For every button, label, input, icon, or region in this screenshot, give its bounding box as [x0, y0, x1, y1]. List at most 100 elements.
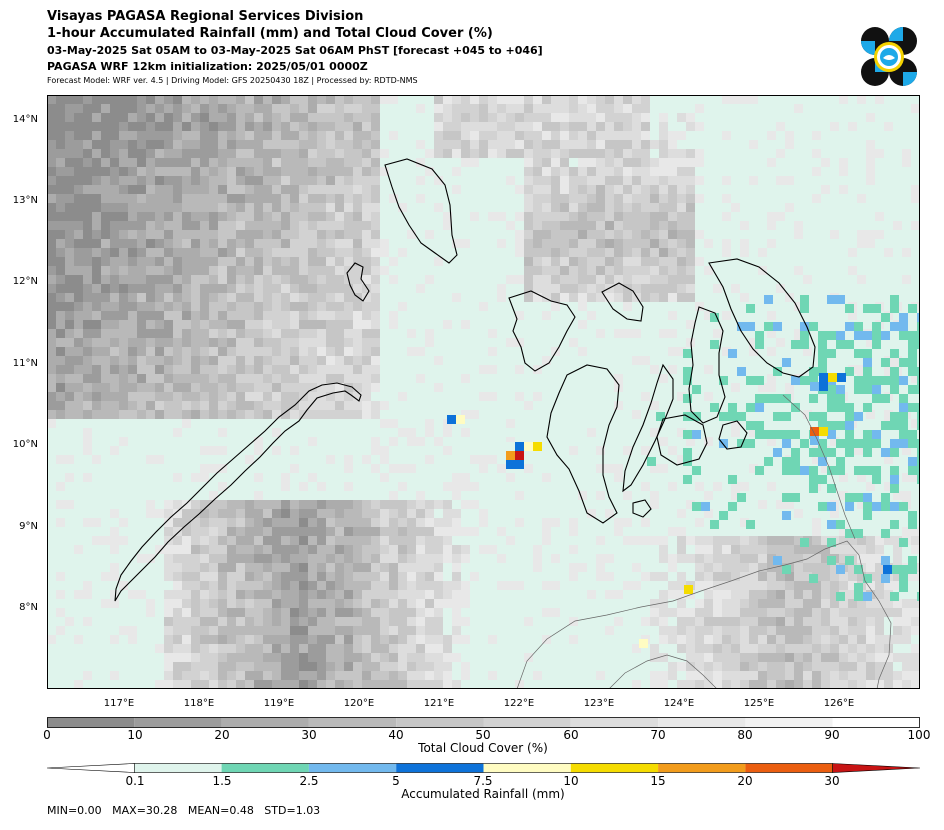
rain-tick-label: 7.5 — [473, 774, 493, 788]
cloud-cell — [623, 158, 632, 167]
cloud-cell — [650, 185, 659, 194]
cloud-cell — [497, 239, 506, 248]
rain-cell — [845, 367, 854, 376]
cloud-cell — [47, 185, 56, 194]
rain-cell — [809, 574, 818, 583]
cloud-cell — [191, 140, 200, 149]
cloud-cell — [200, 590, 209, 599]
cloud-cell — [344, 563, 353, 572]
cloud-cell — [74, 590, 83, 599]
cloud-cell — [173, 392, 182, 401]
cloud-cell — [812, 455, 821, 464]
cloud-cell — [713, 329, 722, 338]
cloud-cell — [434, 653, 443, 662]
cloud-cell — [155, 284, 164, 293]
cloud-cell — [731, 671, 740, 680]
cloud-cell — [353, 194, 362, 203]
cloud-cell — [830, 509, 839, 518]
cloud-cell — [74, 410, 83, 419]
cloud-cell — [398, 554, 407, 563]
cloud-cell — [47, 140, 56, 149]
cloud-cell — [326, 356, 335, 365]
cloud-cell — [47, 167, 56, 176]
cloud-cell — [245, 167, 254, 176]
cloud-cell — [434, 257, 443, 266]
cloud-cell — [362, 617, 371, 626]
cloud-cell — [218, 428, 227, 437]
cloud-cell — [263, 383, 272, 392]
cloud-cell — [128, 95, 137, 104]
cloud-cell — [245, 518, 254, 527]
cloud-cell — [632, 167, 641, 176]
cloud-cell — [182, 419, 191, 428]
cloud-cell — [794, 680, 803, 689]
cloud-cell — [344, 194, 353, 203]
cloud-cell — [155, 176, 164, 185]
cloud-cell — [506, 275, 515, 284]
cloud-cell — [254, 374, 263, 383]
cloud-cell — [425, 554, 434, 563]
rain-cell — [863, 574, 872, 583]
rain-cell — [827, 448, 836, 457]
cloud-cell — [173, 617, 182, 626]
cloud-cell — [371, 284, 380, 293]
rain-cell — [917, 592, 920, 601]
cloud-cell — [776, 563, 785, 572]
rain-cell — [899, 376, 908, 385]
cloud-cell — [308, 293, 317, 302]
cloud-cell — [101, 230, 110, 239]
cloud-cell — [218, 338, 227, 347]
siquijor-coastline — [632, 499, 652, 518]
cloud-cell — [227, 293, 236, 302]
southern-leyte-coastline — [718, 420, 748, 450]
cloud-cell — [830, 437, 839, 446]
cloud-cell — [893, 653, 902, 662]
cloud-cell — [137, 554, 146, 563]
cloud-cell — [389, 635, 398, 644]
cloud-cell — [173, 95, 182, 104]
cloud-cell — [587, 428, 596, 437]
cloud-cell — [389, 590, 398, 599]
cloud-cell — [695, 626, 704, 635]
cloud-cell — [362, 293, 371, 302]
cloud-cell — [308, 149, 317, 158]
cloud-cell — [893, 581, 902, 590]
cloud-cell — [290, 446, 299, 455]
cloud-cell — [425, 662, 434, 671]
cloud-cell — [434, 590, 443, 599]
cloud-cell — [173, 338, 182, 347]
cloud-cell — [110, 293, 119, 302]
cloud-cell — [533, 284, 542, 293]
cloud-cell — [272, 320, 281, 329]
cloud-cell — [776, 176, 785, 185]
cloud-cell — [263, 347, 272, 356]
rain-cell — [890, 466, 899, 475]
cloud-cell — [524, 284, 533, 293]
cloud-cell — [668, 527, 677, 536]
cloud-cell — [47, 212, 56, 221]
cloud-cell — [344, 356, 353, 365]
cloud-cell — [227, 401, 236, 410]
cloud-cell — [488, 545, 497, 554]
cloud-cell — [605, 554, 614, 563]
cloud-cell — [569, 131, 578, 140]
cloud-cell — [173, 311, 182, 320]
rain-cell — [890, 376, 899, 385]
cloud-cell — [299, 221, 308, 230]
cloud-cell — [641, 392, 650, 401]
cloud-cell — [65, 257, 74, 266]
cloud-cell — [227, 230, 236, 239]
cloud-cell — [191, 167, 200, 176]
cloud-cell — [416, 599, 425, 608]
cloud-cell — [335, 680, 344, 689]
cloud-cell — [587, 176, 596, 185]
rain-cell — [810, 382, 819, 391]
cloud-cell — [848, 122, 857, 131]
cloud-cell — [164, 365, 173, 374]
cloud-cell — [281, 131, 290, 140]
cloud-cell — [245, 338, 254, 347]
cloud-cell — [362, 365, 371, 374]
cloud-cell — [110, 302, 119, 311]
cloud-cell — [587, 590, 596, 599]
cloud-cell — [218, 554, 227, 563]
